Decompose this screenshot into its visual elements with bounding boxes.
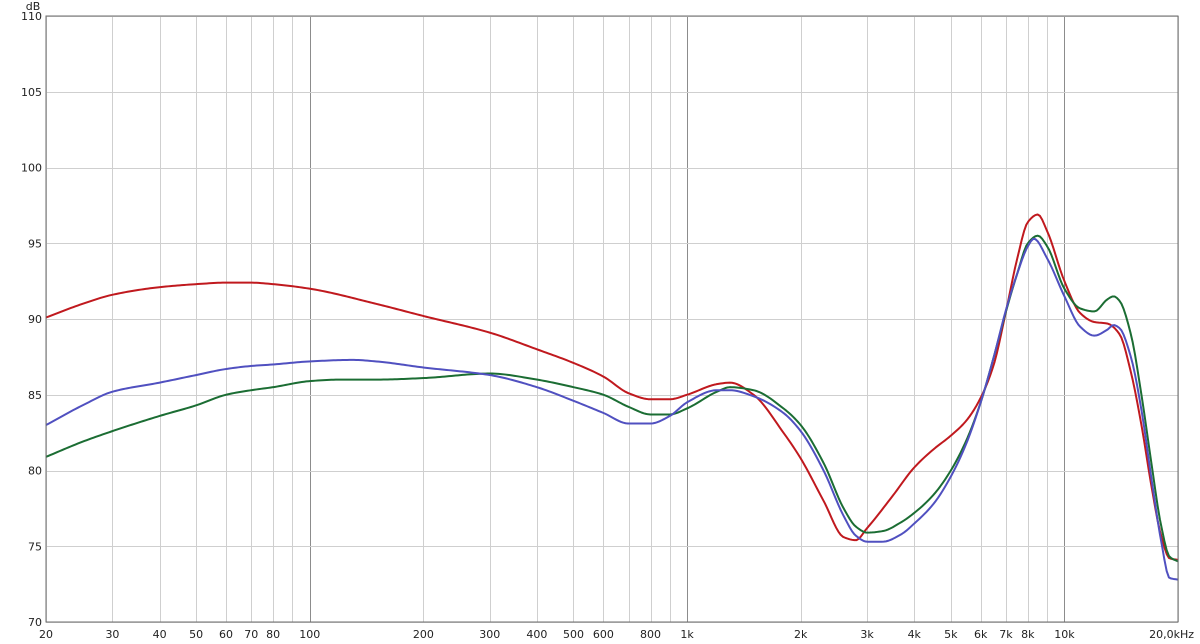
grid (46, 16, 1179, 623)
y-tick-label: 90 (28, 313, 42, 326)
x-tick-label: 500 (563, 628, 584, 641)
x-tick-label: 8k (1021, 628, 1035, 641)
y-tick-label: 95 (28, 237, 42, 250)
x-tick-label: 20 (39, 628, 53, 641)
x-tick-label: 40 (153, 628, 167, 641)
x-tick-label: 200 (413, 628, 434, 641)
x-tick-label: 600 (593, 628, 614, 641)
x-tick-label: 6k (974, 628, 988, 641)
x-tick-label: 4k (908, 628, 922, 641)
x-tick-label: 2k (794, 628, 808, 641)
y-tick-label: 110 (21, 10, 42, 23)
x-tick-label: 30 (105, 628, 119, 641)
x-tick-label: 7k (999, 628, 1013, 641)
x-tick-label: 80 (266, 628, 280, 641)
y-tick-label: 75 (28, 540, 42, 553)
x-tick-label: 800 (640, 628, 661, 641)
x-tick-label: 10k (1054, 628, 1075, 641)
y-axis-unit-label: dB (26, 0, 41, 13)
x-tick-label: 400 (526, 628, 547, 641)
y-tick-label: 70 (28, 616, 42, 629)
series-line-1 (45, 213, 1179, 561)
x-tick-label: 5k (944, 628, 958, 641)
x-axis-unit-label: 20,0kHz (1149, 628, 1194, 641)
series-group (45, 213, 1179, 581)
x-tick-label: 300 (479, 628, 500, 641)
y-tick-label: 105 (21, 86, 42, 99)
y-tick-label: 85 (28, 389, 42, 402)
y-tick-label: 80 (28, 465, 42, 478)
x-axis-tick-labels: 20 30 40 50 60 70 80 100 200 300 400 500 600 800 1k 2k 3… (39, 628, 1075, 641)
plot-area-border (45, 15, 1179, 623)
y-axis-tick-labels: 70 75 80 85 90 95 100 105 110 (21, 10, 42, 629)
x-tick-label: 70 (244, 628, 258, 641)
y-tick-label: 100 (21, 162, 42, 175)
series-line-3 (45, 237, 1179, 581)
x-tick-label: 50 (189, 628, 203, 641)
x-tick-label: 3k (860, 628, 874, 641)
x-tick-label: 100 (299, 628, 320, 641)
x-tick-label: 1k (680, 628, 694, 641)
x-tick-label: 60 (219, 628, 233, 641)
